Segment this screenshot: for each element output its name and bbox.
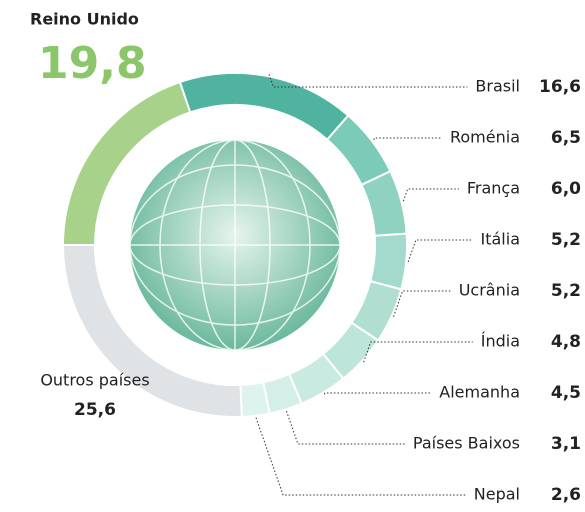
- leader-line: [373, 137, 442, 141]
- value-label: 4,5: [551, 383, 581, 403]
- category-label: França: [467, 179, 520, 198]
- globe: [129, 139, 341, 351]
- leader-line: [393, 290, 451, 317]
- leader-line: [407, 239, 473, 263]
- value-label: 25,6: [74, 400, 116, 420]
- value-label: 6,5: [551, 128, 581, 148]
- category-label: Alemanha: [439, 383, 520, 402]
- leader-line: [323, 392, 432, 395]
- value-label: 2,6: [551, 485, 581, 505]
- category-label: Itália: [481, 230, 521, 249]
- donut-segment: [360, 169, 408, 237]
- category-label: Países Baixos: [413, 434, 520, 453]
- donut-segment: [61, 244, 243, 418]
- value-label: 16,6: [539, 77, 581, 97]
- value-label: 5,2: [551, 230, 581, 250]
- category-label: Índia: [481, 332, 520, 351]
- donut-segment: [369, 232, 408, 291]
- leader-line: [363, 341, 473, 363]
- category-label: Outros países: [40, 371, 149, 390]
- category-label: Nepal: [474, 485, 520, 504]
- value-label: 19,8: [38, 38, 147, 89]
- leader-line: [286, 411, 405, 445]
- category-label: Roménia: [450, 128, 520, 147]
- value-label: 6,0: [551, 179, 581, 199]
- category-label: Reino Unido: [30, 10, 139, 29]
- donut-segment: [239, 380, 271, 418]
- value-label: 3,1: [551, 434, 581, 454]
- leader-line: [402, 188, 459, 202]
- value-label: 5,2: [551, 281, 581, 301]
- donut-segment: [178, 72, 350, 142]
- leader-line: [268, 74, 468, 88]
- category-label: Ucrânia: [459, 281, 520, 300]
- category-label: Brasil: [475, 77, 520, 96]
- leader-line: [255, 417, 466, 496]
- value-label: 4,8: [551, 332, 581, 352]
